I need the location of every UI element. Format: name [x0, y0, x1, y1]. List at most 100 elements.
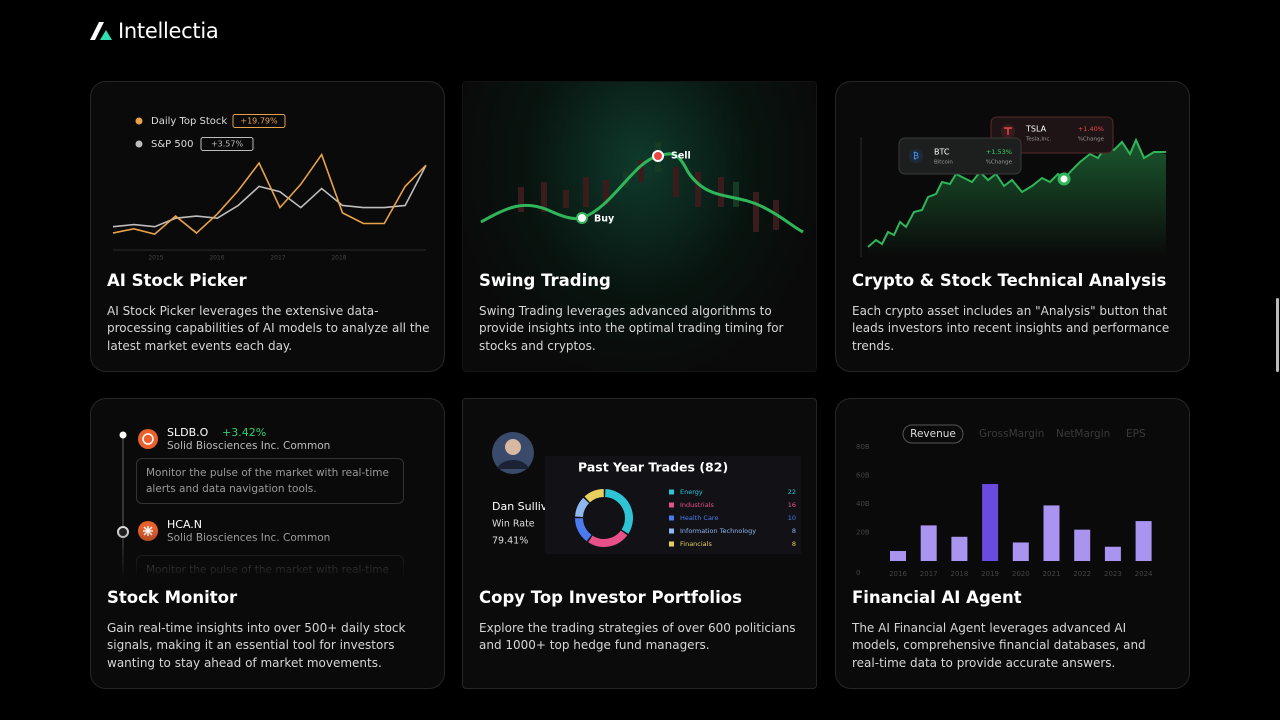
bar	[951, 536, 968, 561]
portfolio: Dan Sullivan Win Rate 79.41% Past Year T…	[492, 432, 801, 554]
feature-card[interactable]: Dan Sullivan Win Rate 79.41% Past Year T…	[462, 398, 817, 689]
quote-change-label: %Change	[1078, 137, 1105, 143]
illustration: SLDB.O +3.42% Solid Biosciences Inc. Com…	[91, 399, 444, 601]
illustration: Buy Sell	[463, 82, 816, 270]
stock-symbol: SLDB.O	[167, 426, 209, 439]
line-series	[112, 164, 427, 228]
x-tick-label: 2019	[981, 570, 999, 578]
stock-symbol: HCA.N	[167, 518, 202, 531]
legend-swatch	[669, 515, 674, 521]
logo-icon	[90, 22, 112, 40]
card-description: Swing Trading leverages advanced algorit…	[479, 304, 784, 353]
legend-label: Health Care	[680, 514, 718, 522]
quote-symbol: TSLA	[1025, 125, 1047, 134]
tab: NetMargin	[1056, 428, 1110, 440]
tab: Revenue	[910, 428, 956, 440]
legend-badge	[232, 114, 286, 128]
trades-title: Past Year Trades (82)	[578, 460, 728, 475]
legend-value: 10	[788, 514, 796, 522]
bar-chart: Revenue GrossMargin NetMargin EPS 0 20B 40B 60B…	[856, 424, 1153, 578]
price-point	[1057, 172, 1071, 186]
card-description: Each crypto asset includes an "Analysis"…	[852, 304, 1170, 353]
line-series	[112, 152, 427, 235]
stock-change: +3.42%	[222, 426, 266, 439]
feature-card[interactable]: 2015 2016 2017 2018 Daily Top Stock +19.79% S&…	[90, 81, 445, 372]
feature-card[interactable]: SLDB.O +3.42% Solid Biosciences Inc. Com…	[90, 398, 445, 689]
tab: GrossMargin	[979, 428, 1044, 440]
stock-name: Solid Biosciences Inc. Common	[167, 440, 330, 452]
legend-label: S&P 500	[151, 139, 193, 150]
legend-value: 8	[792, 540, 796, 548]
bar	[890, 551, 906, 561]
crypto-chart: TSLA Tesla,Inc. +1.40% %Change ₿ BTC Bit…	[860, 116, 1166, 257]
donut-segment	[584, 489, 605, 503]
bar	[920, 525, 937, 561]
card-description: AI Stock Picker leverages the extensive …	[107, 304, 430, 353]
x-tick-label: 2023	[1104, 570, 1122, 578]
y-tick-label: 40B	[856, 500, 870, 508]
donut-segment	[588, 530, 628, 547]
donut-segment	[575, 497, 590, 518]
x-tick-label: 2021	[1043, 570, 1061, 578]
bar	[1012, 542, 1029, 561]
x-tick-label: 2024	[1135, 570, 1153, 578]
x-label: 2018	[331, 255, 346, 262]
illustration: TSLA Tesla,Inc. +1.40% %Change ₿ BTC Bit…	[836, 82, 1189, 270]
quote-name: Bitcoin	[934, 160, 953, 166]
tab-pill	[902, 424, 964, 444]
quote-name: Tesla,Inc.	[1025, 137, 1051, 143]
card-title: AI Stock Picker	[107, 271, 247, 290]
card-description: Gain real-time insights into over 500+ d…	[107, 621, 406, 670]
legend-swatch	[669, 541, 674, 547]
bar	[1104, 546, 1121, 561]
x-label: 2016	[209, 255, 224, 262]
x-label: 2015	[148, 255, 163, 262]
legend-badge	[200, 137, 254, 151]
card-description: Explore the trading strategies of over 6…	[479, 621, 796, 653]
quote-change-label: %Change	[986, 160, 1013, 166]
legend-label: Financials	[680, 540, 712, 548]
x-tick-label: 2020	[1012, 570, 1030, 578]
y-tick-label: 20B	[856, 529, 870, 537]
x-tick-label: 2017	[920, 570, 938, 578]
illustration: 2015 2016 2017 2018 Daily Top Stock +19.79% S&…	[91, 82, 444, 270]
scrollbar	[1276, 298, 1279, 372]
swing-chart: Buy Sell	[480, 142, 804, 234]
win-rate-label: Win Rate	[492, 519, 535, 530]
feature-card[interactable]: TSLA Tesla,Inc. +1.40% %Change ₿ BTC Bit…	[835, 81, 1190, 372]
legend-label: Daily Top Stock	[151, 116, 227, 127]
y-tick-label: 0	[856, 569, 860, 577]
candles	[518, 160, 779, 232]
quote-change: +1.53%	[986, 148, 1012, 156]
illustration: Revenue GrossMargin NetMargin EPS 0 20B 40B 60B…	[836, 399, 1189, 587]
legend-badge-text: +3.57%	[211, 140, 244, 149]
donut-segment	[604, 489, 633, 534]
legend-dot	[135, 117, 143, 125]
legend-label: Industrials	[680, 501, 714, 509]
card-title: Stock Monitor	[107, 588, 238, 607]
bar	[1043, 505, 1060, 561]
legend-dot	[135, 140, 143, 148]
stock-name: Solid Biosciences Inc. Common	[167, 532, 330, 544]
card-title: Swing Trading	[479, 271, 611, 290]
timeline: SLDB.O +3.42% Solid Biosciences Inc. Com…	[117, 426, 330, 587]
y-tick-label: 60B	[856, 472, 870, 480]
sell-point	[652, 150, 664, 162]
y-tick-label: 80B	[856, 443, 870, 451]
legend-swatch	[669, 489, 674, 495]
stock-note: Monitor the pulse of the market with rea…	[136, 458, 404, 504]
card-description: The AI Financial Agent leverages advance…	[852, 621, 1146, 670]
legend-label: Information Technology	[680, 527, 756, 535]
buy-label: Buy	[594, 214, 615, 225]
x-label: 2017	[270, 255, 285, 262]
line-chart: 2015 2016 2017 2018 Daily Top Stock +19.79% S&…	[112, 114, 427, 262]
card-title: Financial AI Agent	[852, 588, 1022, 607]
tab: EPS	[1126, 428, 1146, 440]
quote-change: +1.40%	[1078, 125, 1104, 133]
legend-swatch	[669, 528, 674, 534]
card-title: Crypto & Stock Technical Analysis	[852, 271, 1167, 290]
feature-card[interactable]: Revenue GrossMargin NetMargin EPS 0 20B 40B 60B…	[835, 398, 1190, 689]
feature-card[interactable]: Buy Sell Swing Trading Swing Trading lev…	[462, 81, 817, 372]
logo[interactable]: Intellectia	[90, 19, 219, 43]
